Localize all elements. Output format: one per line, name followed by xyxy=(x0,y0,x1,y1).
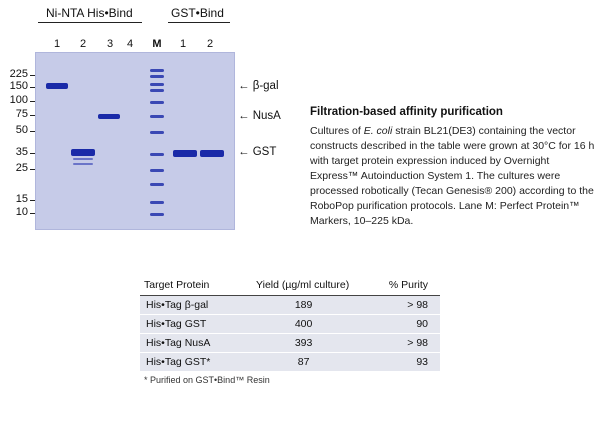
cell-yield: 189 xyxy=(237,295,370,315)
table-row: His•Tag GST* 87 93 xyxy=(140,352,440,371)
cell-purity: 93 xyxy=(369,352,440,371)
mw-label-15: 15 xyxy=(15,193,28,205)
mw-tick xyxy=(30,200,35,201)
cell-yield: 400 xyxy=(237,314,370,334)
lane-label-gst-1: 1 xyxy=(179,38,187,50)
cell-target: His•Tag NusA xyxy=(140,333,238,353)
mw-label-10: 10 xyxy=(15,206,28,218)
caption-text-post: strain BL21(DE3) containing the vector c… xyxy=(310,125,595,227)
cell-target: His•Tag β-gal xyxy=(140,295,238,315)
annotation-nusa-label: NusA xyxy=(252,110,281,122)
band-gst-minor xyxy=(73,163,93,165)
band-gst-minor xyxy=(73,158,93,160)
annotation-gst-label: GST xyxy=(252,146,277,158)
ladder-band xyxy=(150,131,164,134)
mw-label-100: 100 xyxy=(9,94,28,106)
ladder-band xyxy=(150,153,164,156)
group2-underline xyxy=(168,22,230,23)
caption-text-italic: E. coli xyxy=(363,125,393,137)
lane-label-4: 4 xyxy=(126,38,134,50)
band-gst-2 xyxy=(200,150,224,157)
caption-title: Filtration-based affinity purification xyxy=(310,106,503,118)
ladder-band xyxy=(150,101,164,104)
annotation-nusa: ← NusA xyxy=(238,110,281,122)
table-row: His•Tag GST 400 90 xyxy=(140,314,440,334)
group1-underline xyxy=(38,22,142,23)
table-footnote: * Purified on GST•Bind™ Resin xyxy=(144,375,270,385)
lane-label-1: 1 xyxy=(53,38,61,50)
annotation-bgal-label: β-gal xyxy=(252,80,279,92)
mw-label-150: 150 xyxy=(9,80,28,92)
caption-text-pre: Cultures of xyxy=(310,125,364,137)
mw-tick xyxy=(30,153,35,154)
group2-title: GST•Bind xyxy=(171,6,224,20)
col-header-purity: % Purity xyxy=(369,276,440,296)
caption-body: Cultures of E. coli strain BL21(DE3) con… xyxy=(310,124,596,229)
cell-yield: 393 xyxy=(237,333,370,353)
ladder-band xyxy=(150,69,164,72)
ladder-band xyxy=(150,83,164,86)
table-row: His•Tag NusA 393 > 98 xyxy=(140,333,440,353)
lane-label-2: 2 xyxy=(79,38,87,50)
mw-tick xyxy=(30,87,35,88)
lane-label-3: 3 xyxy=(106,38,114,50)
cell-target: His•Tag GST xyxy=(140,314,238,334)
results-table-block: Target Protein Yield (µg/ml culture) % P… xyxy=(140,276,440,385)
cell-yield: 87 xyxy=(237,352,370,371)
col-header-target: Target Protein xyxy=(140,276,238,296)
mw-label-50: 50 xyxy=(15,124,28,136)
band-gst-1 xyxy=(173,150,197,157)
band-nusa xyxy=(98,114,120,119)
ladder-band xyxy=(150,183,164,186)
figure-caption: Filtration-based affinity purification C… xyxy=(310,106,596,229)
ladder-band xyxy=(150,75,164,78)
band-bgal xyxy=(46,83,68,89)
mw-tick xyxy=(30,115,35,116)
mw-tick xyxy=(30,75,35,76)
lane-label-gst-2: 2 xyxy=(206,38,214,50)
cell-purity: > 98 xyxy=(369,295,440,315)
results-table: Target Protein Yield (µg/ml culture) % P… xyxy=(140,276,440,371)
lane-label-marker: M xyxy=(152,38,162,50)
mw-tick xyxy=(30,169,35,170)
mw-label-25: 25 xyxy=(15,162,28,174)
ladder-band xyxy=(150,213,164,216)
annotation-bgal: ← β-gal xyxy=(238,80,279,92)
ladder-band xyxy=(150,89,164,92)
gel-image xyxy=(35,52,235,230)
cell-purity: > 98 xyxy=(369,333,440,353)
annotation-gst: ← GST xyxy=(238,146,277,158)
group1-title: Ni-NTA His•Bind xyxy=(46,6,133,20)
mw-label-35: 35 xyxy=(15,146,28,158)
mw-label-75: 75 xyxy=(15,108,28,120)
cell-target: His•Tag GST* xyxy=(140,352,238,371)
table-header-row: Target Protein Yield (µg/ml culture) % P… xyxy=(140,276,440,296)
cell-purity: 90 xyxy=(369,314,440,334)
table-row: His•Tag β-gal 189 > 98 xyxy=(140,295,440,315)
mw-tick xyxy=(30,131,35,132)
band-gst-ni xyxy=(71,149,95,156)
col-header-yield: Yield (µg/ml culture) xyxy=(237,276,370,296)
ladder-band xyxy=(150,201,164,204)
ladder-band xyxy=(150,115,164,118)
mw-tick xyxy=(30,213,35,214)
mw-label-225: 225 xyxy=(9,68,28,80)
mw-tick xyxy=(30,101,35,102)
ladder-band xyxy=(150,169,164,172)
